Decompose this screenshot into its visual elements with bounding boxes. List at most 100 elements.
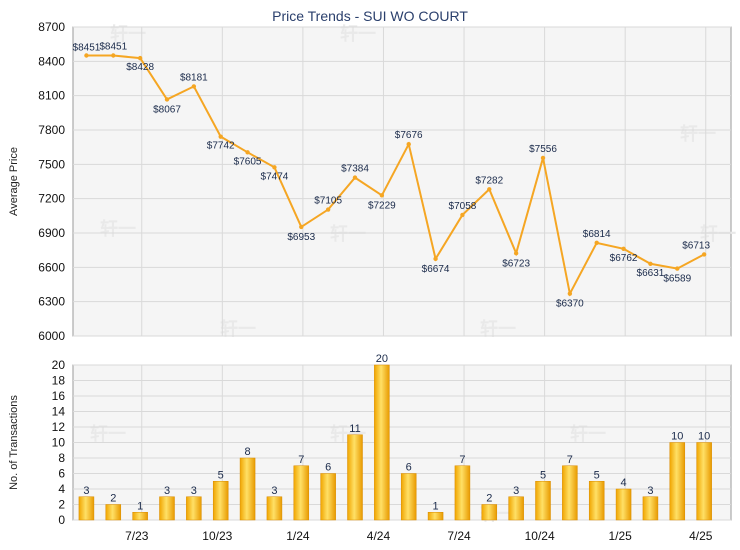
transactions-bar-label: 6 (406, 462, 412, 474)
price-data-label: $8067 (153, 104, 181, 115)
price-y-tick-label: 6600 (38, 260, 65, 274)
price-y-tick-label: 7800 (38, 123, 65, 137)
price-data-label: $8428 (126, 62, 154, 73)
price-series-line (86, 54, 705, 297)
transactions-bar (535, 481, 551, 521)
price-y-tick-label: 8100 (38, 89, 65, 103)
price-point (84, 53, 89, 58)
price-y-tick-label: 6000 (38, 329, 65, 343)
price-point (111, 53, 116, 58)
price-point (460, 212, 465, 218)
price-data-label: $6814 (583, 229, 611, 240)
price-point (701, 252, 707, 257)
transactions-bar-label: 10 (671, 431, 683, 443)
transactions-bar-label: 5 (540, 469, 546, 481)
transactions-bar-label: 3 (513, 485, 519, 497)
price-point (648, 261, 653, 266)
transactions-bar-label: 10 (698, 431, 710, 443)
transactions-bar-label: 1 (433, 500, 439, 512)
price-point (513, 251, 519, 256)
price-point (164, 97, 170, 102)
transactions-bar-label: 2 (110, 493, 116, 505)
transactions-bar-label: 5 (218, 469, 224, 481)
price-data-label: $7474 (261, 171, 289, 182)
transactions-bar-label: 20 (376, 353, 388, 365)
transactions-bar-label: 3 (647, 485, 653, 497)
transactions-bar (562, 465, 578, 521)
transactions-bar (239, 457, 256, 521)
price-data-label: $7282 (475, 175, 503, 186)
price-point (379, 193, 385, 198)
price-data-label: $6589 (663, 274, 691, 285)
price-point (433, 256, 438, 262)
price-data-label: $6762 (610, 253, 638, 264)
transactions-bar-label: 3 (271, 485, 277, 497)
transactions-y-tick-label: 18 (52, 374, 66, 388)
transactions-bar (320, 473, 336, 521)
transactions-bar (696, 442, 712, 521)
price-point (406, 141, 411, 147)
price-data-label: $7058 (449, 201, 477, 212)
transactions-y-tick-label: 10 (52, 436, 66, 450)
transactions-bar (427, 512, 444, 521)
watermark-text: 轩一 (100, 218, 136, 239)
price-y-tick-label: 6900 (38, 226, 65, 240)
price-point (245, 150, 250, 155)
price-data-label: $6723 (502, 258, 530, 269)
x-tick-label: 10/24 (525, 529, 555, 543)
transactions-bar (105, 504, 122, 521)
x-tick-label: 4/25 (689, 529, 713, 543)
price-point (487, 187, 492, 192)
transactions-bar (374, 364, 390, 521)
price-point (594, 240, 599, 246)
transactions-y-tick-label: 12 (52, 420, 66, 434)
transactions-bar-label: 3 (83, 485, 89, 497)
transactions-bar-label: 4 (621, 477, 627, 489)
transactions-bar-label: 7 (459, 454, 465, 466)
transactions-bar (481, 504, 498, 521)
transactions-bar-label: 2 (486, 493, 492, 505)
transactions-bar (669, 442, 686, 521)
price-point (675, 266, 680, 271)
price-point (299, 224, 304, 230)
price-data-label: $7556 (529, 144, 557, 155)
price-data-label: $6674 (422, 264, 450, 275)
transactions-bar (400, 473, 417, 521)
transactions-bar-label: 3 (191, 485, 197, 497)
transactions-bar-label: 7 (298, 454, 304, 466)
transactions-y-tick-label: 0 (58, 513, 65, 527)
price-plot-area (72, 26, 732, 337)
transactions-y-tick-label: 6 (58, 467, 65, 481)
price-data-label: $7742 (207, 141, 235, 152)
transactions-bar-label: 1 (137, 500, 143, 512)
transactions-y-tick-label: 4 (58, 482, 65, 496)
x-tick-label: 7/23 (125, 529, 149, 543)
transactions-bar (186, 496, 202, 521)
price-point (218, 134, 223, 139)
transactions-bar (266, 496, 283, 521)
watermark-text: 轩一 (680, 123, 716, 144)
price-y-tick-label: 6300 (38, 295, 65, 309)
transactions-bar (159, 496, 175, 521)
transactions-bar (347, 434, 363, 521)
price-y-tick-label: 7500 (38, 157, 65, 171)
price-y-axis-label: Average Price (8, 147, 20, 216)
transactions-bar (212, 481, 229, 521)
x-tick-label: 1/25 (609, 529, 633, 543)
transactions-bar (588, 481, 605, 521)
watermark-text: 轩一 (570, 423, 606, 444)
price-data-label: $6953 (287, 232, 315, 243)
watermark-text: 轩一 (340, 23, 376, 44)
price-point (272, 165, 277, 170)
transactions-bar (454, 465, 471, 521)
transactions-bar (508, 496, 524, 521)
price-data-label: $7676 (395, 130, 423, 141)
price-point (567, 291, 573, 296)
price-data-label: $8451 (73, 42, 101, 53)
x-tick-label: 4/24 (367, 529, 391, 543)
price-data-label: $7105 (314, 196, 342, 207)
price-y-tick-label: 8700 (38, 20, 65, 34)
